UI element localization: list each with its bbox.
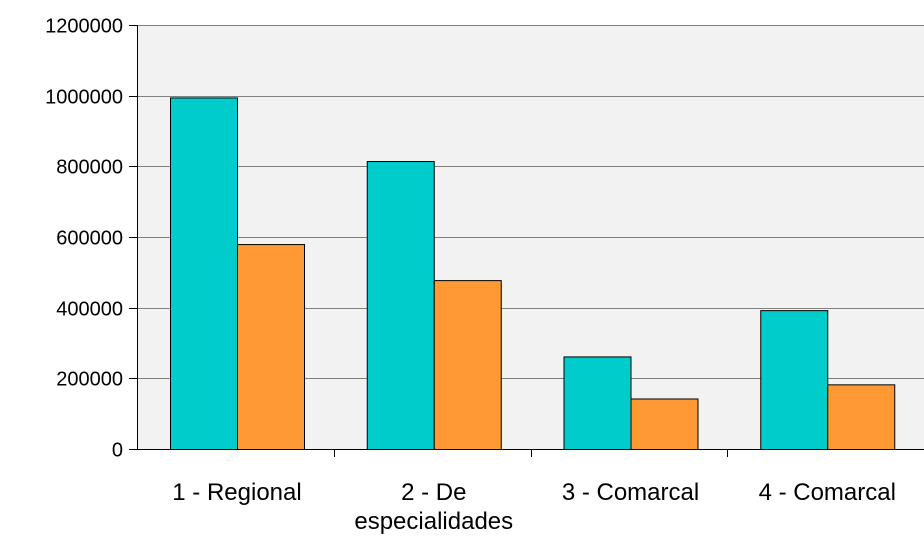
y-tick-label: 600000 bbox=[56, 228, 123, 250]
bar-series2-cat4 bbox=[827, 384, 896, 450]
bar-series2-cat2 bbox=[433, 280, 502, 450]
x-tick-label: especialidades bbox=[354, 508, 513, 535]
y-tick-label: 400000 bbox=[56, 299, 123, 321]
x-tick-label: 4 - Comarcal bbox=[759, 479, 896, 506]
bar-series1-cat2 bbox=[366, 161, 435, 451]
bars bbox=[170, 97, 896, 451]
x-tick-label: 3 - Comarcal bbox=[562, 479, 699, 506]
x-tick-label: 1 - Regional bbox=[172, 479, 301, 506]
bar-series2-cat3 bbox=[630, 398, 699, 450]
y-tick-label: 0 bbox=[112, 440, 123, 462]
axes bbox=[129, 25, 924, 450]
bar-series1-cat1 bbox=[170, 97, 238, 451]
x-tick-label: 2 - De bbox=[401, 479, 466, 506]
y-tick-label: 800000 bbox=[56, 157, 123, 179]
bar-series2-cat1 bbox=[237, 244, 305, 450]
y-tick-label: 1200000 bbox=[45, 16, 123, 38]
y-axis-ticks: 0 200000 400000 600000 800000 1000000 1200000 bbox=[45, 16, 137, 462]
bar-series1-cat3 bbox=[563, 356, 632, 450]
y-tick-label: 1000000 bbox=[45, 87, 123, 109]
y-tick-label: 200000 bbox=[56, 369, 123, 391]
bar-series1-cat4 bbox=[760, 310, 829, 451]
